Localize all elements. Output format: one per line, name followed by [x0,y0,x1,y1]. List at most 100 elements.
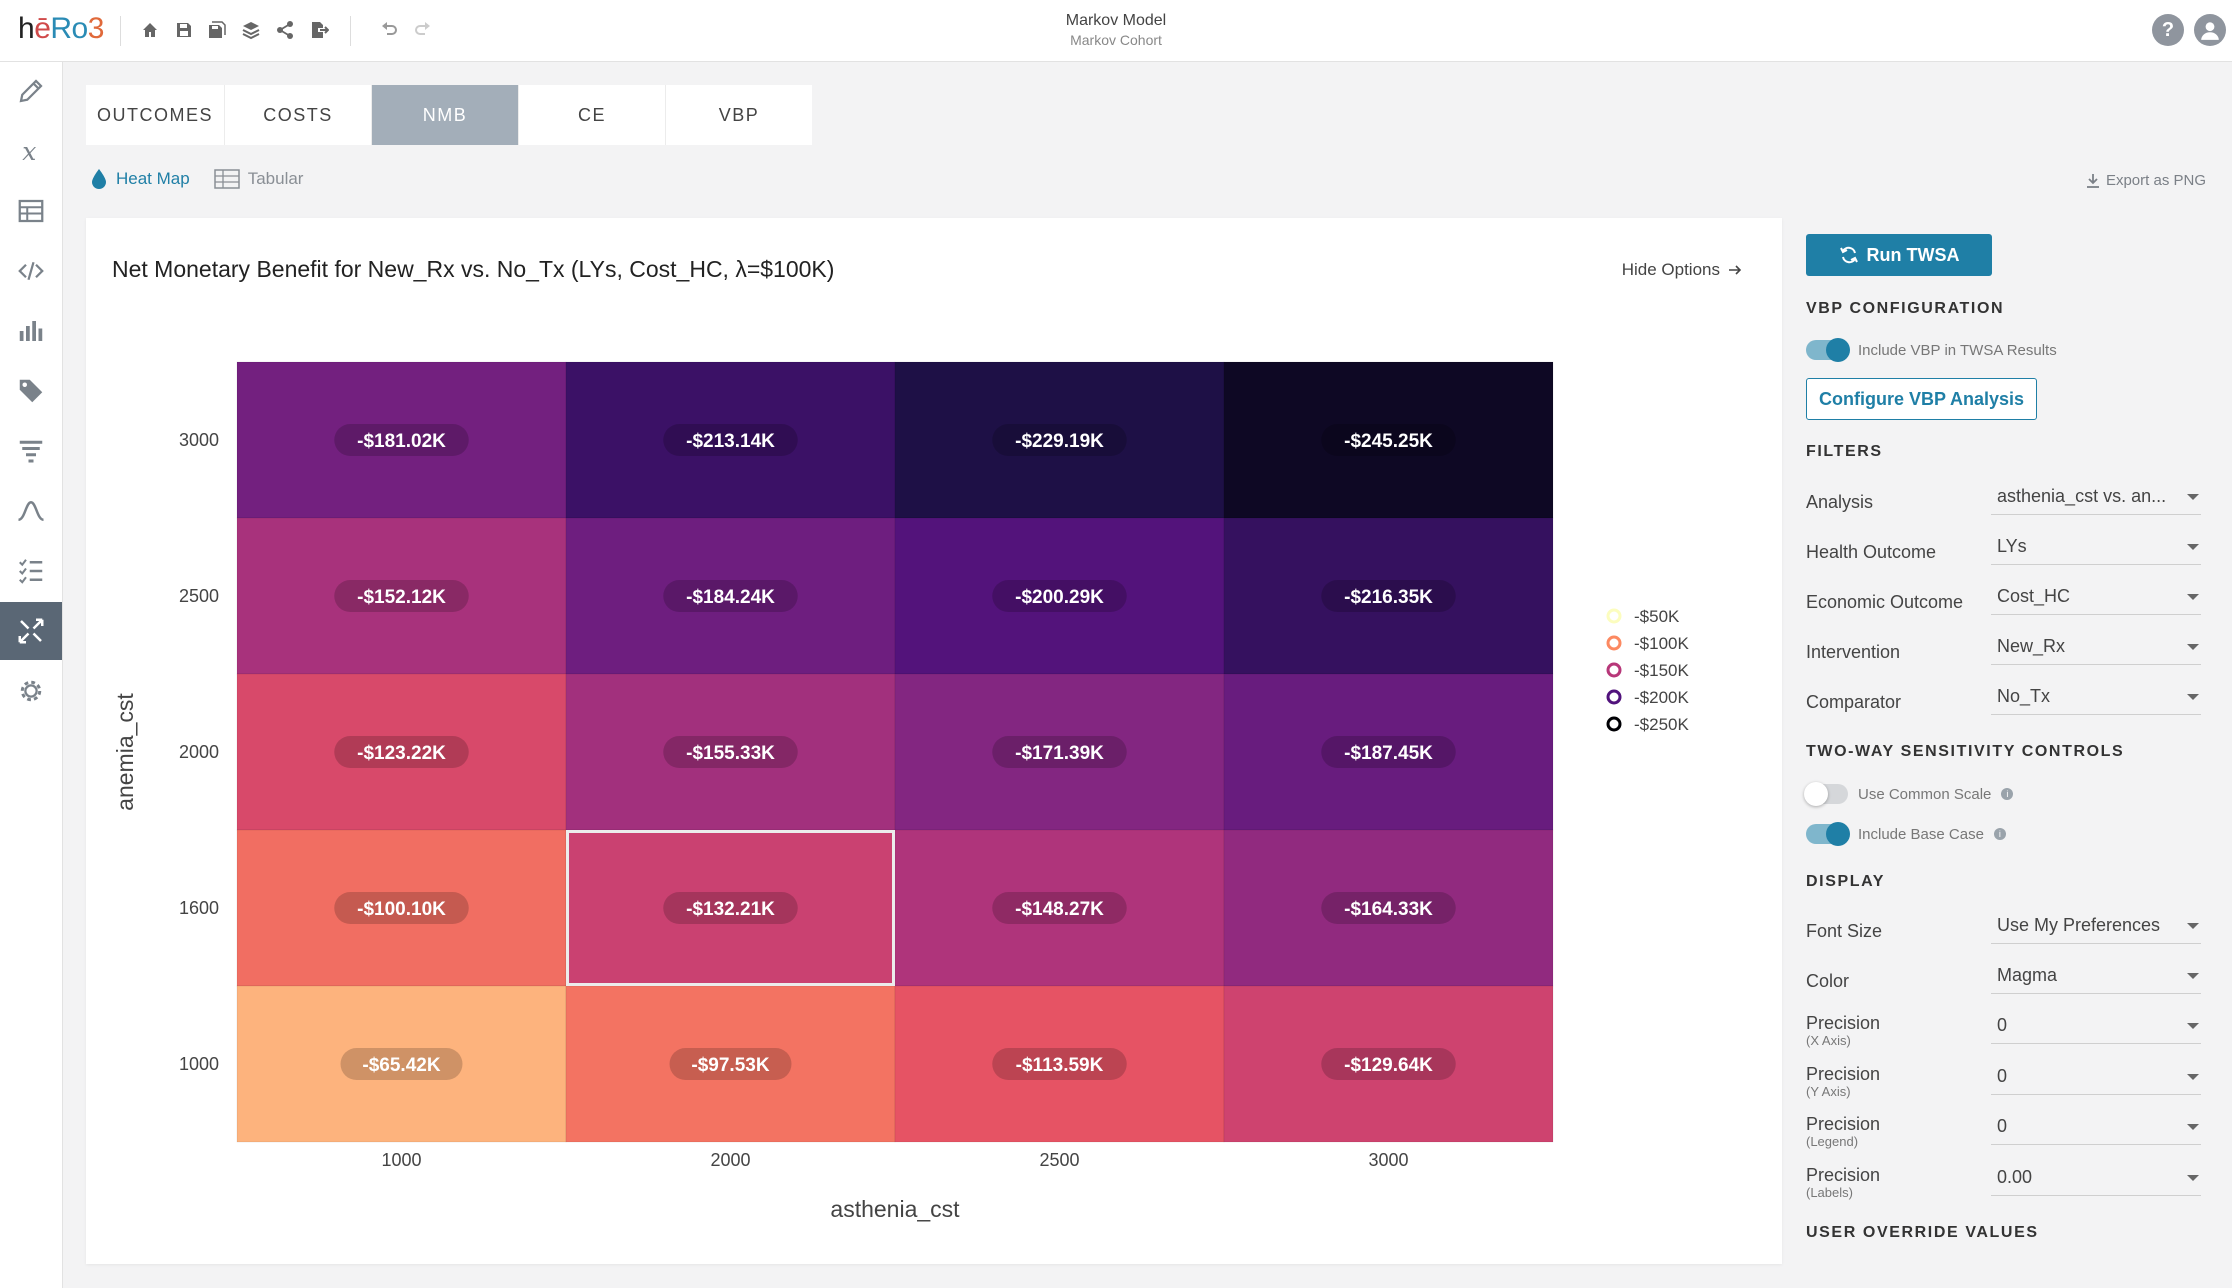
heatmap-cell[interactable] [236,829,567,987]
analysis-select[interactable]: asthenia_cst vs. an... [1991,484,2201,515]
code-icon[interactable] [0,242,62,300]
heatmap-cell[interactable] [894,361,1225,519]
undo-icon[interactable] [376,16,402,44]
tab-ce[interactable]: CE [519,85,666,145]
heatmap-cell[interactable] [894,517,1225,675]
color-select[interactable]: Magma [1991,963,2201,994]
heatmap-cell[interactable] [1223,517,1554,675]
economic-outcome-select[interactable]: Cost_HC [1991,584,2201,615]
cell-label-background [334,892,469,924]
cell-value-label: -$123.22K [357,743,446,764]
top-bar: hēRo3 Markov Model Markov Cohort ? [0,0,2232,62]
share-icon[interactable] [272,16,298,44]
heatmap-cell[interactable] [894,985,1225,1143]
tag-icon[interactable] [0,362,62,420]
sensitivity-arrows-icon[interactable] [0,602,62,660]
settings-gear-icon[interactable] [0,662,62,720]
filter-health-outcome: Health Outcome LYs [1806,534,2202,574]
cell-value-label: -$132.21K [686,899,775,920]
user-icon[interactable] [2194,14,2226,46]
base-case-label: Include Base Case [1858,825,1984,843]
view-switch: Heat Map Tabular [90,168,303,190]
heatmap-cell[interactable] [1223,985,1554,1143]
intervention-select[interactable]: New_Rx [1991,634,2201,665]
cell-value-label: -$245.25K [1344,431,1433,452]
legend-label: -$150K [1634,661,1689,680]
x-tick-label: 1000 [381,1150,421,1170]
checklist-icon[interactable] [0,542,62,600]
tab-nmb[interactable]: NMB [372,85,519,145]
bar-chart-icon[interactable] [0,302,62,360]
info-icon[interactable]: i [2001,788,2014,800]
field-label: Precision (Y Axis) [1806,1064,1881,1099]
redo-icon[interactable] [410,16,436,44]
heatmap-cell[interactable] [236,361,567,519]
font-size-select[interactable]: Use My Preferences [1991,913,2201,944]
display-font-size: Font Size Use My Preferences [1806,913,2202,953]
cell-label-background [992,892,1127,924]
heatmap-cell[interactable] [1223,673,1554,831]
legend-label: -$100K [1634,634,1689,653]
legend-label: -$200K [1634,688,1689,707]
configure-vbp-button[interactable]: Configure VBP Analysis [1806,378,2038,420]
heatmap-cell[interactable] [565,829,896,987]
cell-value-label: -$113.59K [1016,1055,1104,1076]
pencil-icon[interactable] [0,62,62,120]
heatmap-cell[interactable] [1223,361,1554,519]
heatmap-cell[interactable] [894,829,1225,987]
common-scale-toggle[interactable] [1804,782,1848,806]
precision-y-select[interactable]: 0 [1991,1064,2201,1095]
include-vbp-label: Include VBP in TWSA Results [1858,341,2057,359]
save-icon[interactable] [171,16,197,44]
result-tabs: OUTCOMES COSTS NMB CE VBP [86,85,812,145]
distribution-curve-icon[interactable] [0,482,62,540]
info-icon[interactable]: i [1993,828,2006,840]
heatmap-cell[interactable] [565,517,896,675]
heatmap-cell[interactable] [565,361,896,519]
x-tick-label: 2000 [710,1150,750,1170]
variable-x-icon[interactable]: x [0,122,62,180]
heatmap-cell[interactable] [565,985,896,1143]
health-outcome-select[interactable]: LYs [1991,534,2201,565]
precision-legend-select[interactable]: 0 [1991,1114,2201,1145]
table-grid-icon [213,169,240,189]
tab-outcomes[interactable]: OUTCOMES [86,85,225,145]
comparator-select[interactable]: No_Tx [1991,684,2201,715]
export-file-icon[interactable] [306,16,332,44]
base-case-highlight [566,830,895,986]
heatmap-cell[interactable] [236,517,567,675]
heatmap-cell[interactable] [236,985,567,1143]
layers-icon[interactable] [238,16,264,44]
filter-funnel-icon[interactable] [0,422,62,480]
heatmap-cell[interactable] [1223,829,1554,987]
drop-icon [92,169,106,189]
legend-swatch [1606,635,1622,651]
heatmap-cell[interactable] [894,673,1225,831]
include-vbp-toggle[interactable] [1806,338,1850,362]
table-icon[interactable] [0,182,62,240]
hide-options-label: Hide Options [1621,260,1720,279]
precision-x-select[interactable]: 0 [1991,1013,2201,1044]
tab-vbp[interactable]: VBP [718,104,760,125]
hide-options-button[interactable]: Hide Options [1622,260,1742,280]
arrow-right-icon [1729,265,1742,275]
base-case-toggle[interactable] [1806,822,1850,846]
help-icon[interactable]: ? [2152,14,2184,46]
heatmap-view-toggle[interactable]: Heat Map [90,168,190,190]
heatmap-cell[interactable] [236,673,567,831]
run-twsa-button[interactable]: Run TWSA [1806,234,1992,276]
save-as-icon[interactable] [204,16,230,44]
user-override-title: USER OVERRIDE VALUES [1806,1224,2039,1241]
include-vbp-row: Include VBP in TWSA Results [1806,338,2057,362]
tab-costs[interactable]: COSTS [225,85,372,145]
chart-title: Net Monetary Benefit for New_Rx vs. No_T… [112,256,835,282]
export-png-button[interactable]: Export as PNG [2086,172,2206,189]
home-icon[interactable] [137,16,163,44]
app-logo[interactable]: hēRo3 [18,12,104,45]
cell-label-background [1321,736,1456,768]
precision-labels-select[interactable]: 0.00 [1991,1165,2201,1196]
tabular-view-toggle[interactable]: Tabular [213,169,303,189]
x-tick-label: 3000 [1368,1150,1408,1170]
chevron-down-icon [2187,544,2199,550]
model-type: Markov Cohort [1070,32,1162,48]
